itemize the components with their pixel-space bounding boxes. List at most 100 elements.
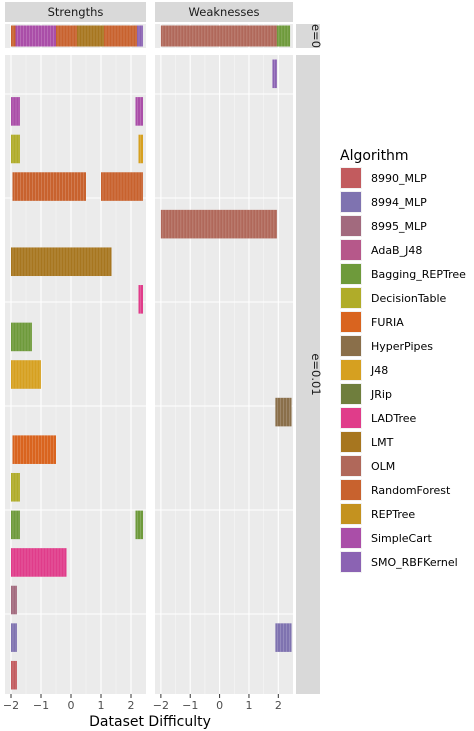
legend-swatch: [341, 528, 361, 548]
bar-fill: [275, 623, 292, 652]
legend-swatch: [341, 240, 361, 260]
bar: [138, 285, 143, 314]
legend-label: LADTree: [371, 412, 417, 425]
bar: [276, 25, 291, 47]
bar-fill: [11, 247, 112, 277]
bar: [12, 172, 86, 201]
legend-item: 8994_MLP: [340, 191, 427, 213]
bar-fill: [11, 472, 20, 502]
bar-fill: [160, 25, 277, 47]
legend-label: LMT: [371, 436, 394, 449]
legend-swatch: [341, 168, 361, 188]
bar: [138, 134, 143, 164]
bar: [12, 435, 56, 464]
bar: [11, 510, 20, 540]
x-tick-label: −1: [33, 699, 49, 712]
bar: [11, 322, 32, 352]
bar: [77, 25, 104, 47]
x-tick-label: 2: [128, 699, 135, 712]
legend-item: J48: [340, 359, 388, 381]
column-strip: [5, 2, 146, 22]
row-strip-label: e=0.01: [309, 353, 323, 395]
bar-fill: [11, 548, 67, 577]
legend-label: JRip: [370, 388, 392, 401]
legend-item: SMO_RBFKernel: [340, 551, 458, 573]
bar: [135, 97, 143, 126]
bar: [15, 25, 56, 47]
bar-fill: [11, 322, 32, 352]
bar: [11, 472, 20, 502]
legend-item: HyperPipes: [340, 335, 433, 357]
legend-swatch: [341, 480, 361, 500]
bar-fill: [11, 25, 16, 47]
bar: [11, 585, 17, 615]
legend-item: RandomForest: [340, 479, 451, 501]
legend-item: LMT: [340, 431, 394, 453]
legend-swatch: [341, 312, 361, 332]
bar: [272, 59, 277, 89]
bar-fill: [135, 510, 143, 540]
bar: [275, 397, 292, 427]
legend-label: 8995_MLP: [371, 220, 427, 233]
legend-label: DecisionTable: [371, 292, 447, 305]
legend-label: J48: [370, 364, 388, 377]
column-strip: [155, 2, 293, 22]
bar-fill: [15, 25, 56, 47]
row-strip: [296, 55, 320, 694]
column-strip-label: Weaknesses: [189, 5, 260, 19]
legend-swatch: [341, 336, 361, 356]
bar: [104, 25, 137, 47]
bar-fill: [138, 285, 143, 314]
legend-label: 8990_MLP: [371, 172, 427, 185]
legend-swatch: [341, 456, 361, 476]
bar-fill: [101, 172, 143, 201]
bar-fill: [11, 623, 17, 652]
bar: [11, 623, 17, 652]
x-tick-label: 0: [216, 699, 223, 712]
legend-item: DecisionTable: [340, 287, 447, 309]
bar: [11, 25, 16, 47]
legend-label: SMO_RBFKernel: [371, 556, 458, 569]
x-tick-label: −1: [182, 699, 198, 712]
row-strip: [296, 24, 320, 48]
bar-fill: [11, 134, 20, 164]
x-tick-label: 1: [245, 699, 252, 712]
bar: [11, 134, 20, 164]
x-tick-label: 2: [275, 699, 282, 712]
x-tick-label: 0: [68, 699, 75, 712]
panel-background: [155, 55, 293, 694]
legend-label: AdaB_J48: [371, 244, 422, 257]
legend-label: FURIA: [371, 316, 404, 329]
legend-swatch: [341, 192, 361, 212]
bar-fill: [11, 585, 17, 615]
bar-fill: [272, 59, 277, 89]
legend-item: REPTree: [340, 503, 415, 525]
bar-fill: [56, 25, 77, 47]
legend-item: OLM: [340, 455, 395, 477]
legend-item: 8990_MLP: [340, 167, 427, 189]
legend-label: RandomForest: [371, 484, 451, 497]
bar-fill: [12, 172, 86, 201]
row-strip-label: e=0: [309, 24, 323, 48]
legend-label: 8994_MLP: [371, 196, 427, 209]
legend-swatch: [341, 552, 361, 572]
x-tick-label: −2: [153, 699, 169, 712]
bar: [275, 623, 292, 652]
legend-item: SimpleCart: [340, 527, 433, 549]
column-strip-label: Strengths: [48, 5, 104, 19]
bar: [135, 510, 143, 540]
bar: [11, 247, 112, 277]
bar-fill: [160, 209, 277, 239]
bar: [11, 660, 17, 690]
x-axis-title: Dataset Difficulty: [89, 714, 211, 730]
legend-item: JRip: [340, 383, 392, 405]
bar-fill: [138, 134, 143, 164]
legend-swatch: [341, 432, 361, 452]
bar: [11, 97, 20, 126]
legend-swatch: [341, 408, 361, 428]
legend-label: REPTree: [371, 508, 415, 521]
x-tick-label: −2: [3, 699, 19, 712]
x-tick-label: 1: [98, 699, 105, 712]
bar: [11, 548, 67, 577]
